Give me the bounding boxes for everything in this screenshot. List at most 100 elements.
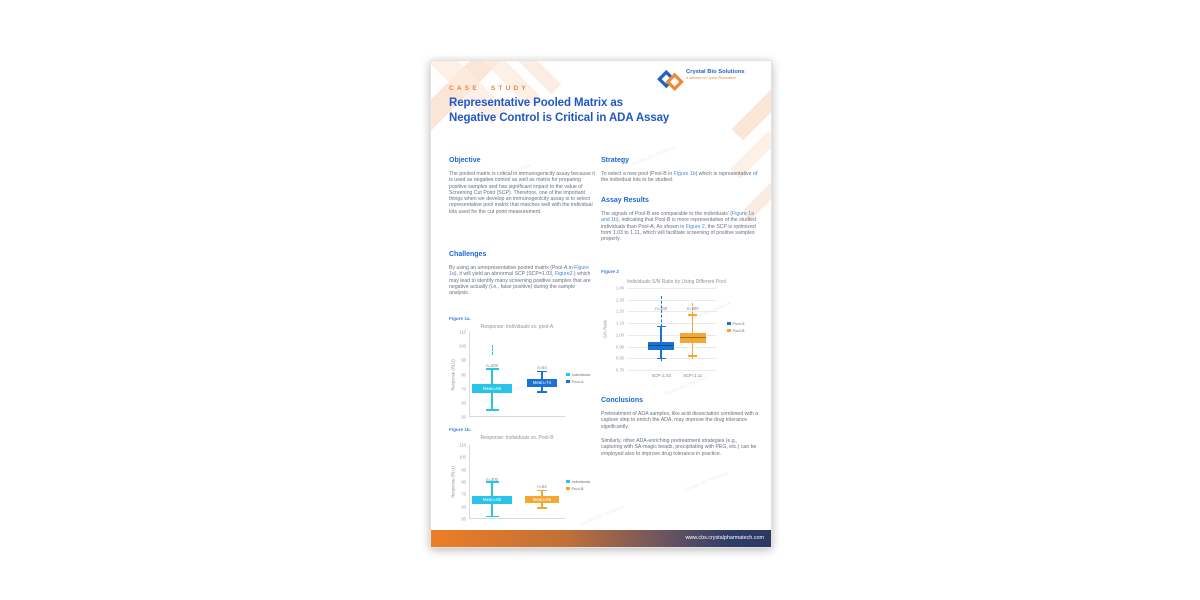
whisker-cap	[536, 507, 547, 509]
gridline	[627, 323, 717, 325]
y-tick-label: 0.90	[615, 344, 624, 350]
n-label: n=300	[486, 362, 498, 368]
y-tick-label: 80	[461, 479, 466, 485]
figure-link[interactable]: Figure 1b	[673, 171, 696, 177]
figure-link[interactable]: Figure2.	[554, 271, 574, 278]
y-tick-label: 60	[461, 504, 466, 510]
legend-item: Pool-A	[727, 321, 745, 326]
y-tick-label: 100	[459, 343, 466, 349]
y-tick-label: 70	[461, 491, 466, 497]
legend-marker	[566, 379, 570, 384]
heading-strategy: Strategy	[601, 157, 630, 164]
y-tick-label: 50	[461, 516, 466, 522]
chart-title: Response: Individuals vs. pool-A	[480, 324, 554, 330]
legend: Pool-A Pool-B	[727, 321, 745, 335]
figure-link[interactable]: Figure 2	[685, 223, 705, 230]
gridline	[627, 288, 717, 289]
watermark-text: Crystal Bio Solutions	[631, 144, 677, 168]
heading-assay-results: Assay Results	[601, 197, 649, 204]
text-segment: , the SCP is optimized from 1.03 to 1.11…	[601, 223, 756, 243]
y-tick-label: 1.30	[615, 297, 624, 303]
median-line	[648, 344, 675, 346]
legend-item: Pool-B	[727, 328, 745, 333]
watermark-text: Crystal Bio Solutions	[683, 470, 729, 494]
y-tick-label: 1.00	[615, 332, 624, 338]
outlier-range	[660, 358, 662, 362]
y-tick-label: 100	[459, 454, 466, 460]
logo-diamonds-icon	[657, 69, 684, 92]
figure-1a-label: Figure 1a.	[449, 316, 471, 321]
gridline	[627, 370, 717, 371]
x-tick-label: SCP=1.03	[651, 373, 671, 378]
legend-item: Individuals	[566, 372, 590, 377]
case-study-page: Crystal Bio Solutions Crystal Bio Soluti…	[430, 60, 772, 548]
conclusions-paragraph-1: Pretreatment of ADA samples, like acid d…	[601, 411, 759, 430]
chart-title: Individuals S/N Ratio by Using Different…	[627, 279, 726, 285]
mean-label: Mean=69	[483, 385, 502, 391]
y-tick-label: 90	[461, 467, 466, 473]
whisker-cap	[485, 409, 499, 411]
page-title-line2: Negative Control is Critical in ADA Assa…	[449, 112, 670, 124]
outlier-range	[660, 296, 662, 327]
plot-area	[469, 332, 565, 417]
outlier-range	[692, 355, 694, 360]
box	[679, 332, 706, 344]
y-tick-label: 110	[459, 329, 466, 335]
whisker-cap	[536, 370, 547, 373]
figure-link[interactable]: Figure 1a	[449, 265, 589, 278]
whisker-cap	[536, 489, 547, 492]
legend-marker	[566, 372, 570, 377]
box	[524, 495, 559, 503]
plot-area	[469, 445, 565, 519]
legend-marker	[566, 479, 570, 484]
text-segment: The signals of Pool-B are comparable to …	[601, 211, 733, 217]
logo-company-name: Crystal Bio Solutions	[686, 69, 745, 75]
legend-item: Pool-B	[566, 486, 590, 491]
objective-body: The pooled matrix is critical in immunog…	[449, 171, 595, 215]
chart-figure-2: Individuals S/N Ratio by Using Different…	[601, 279, 759, 391]
heading-objective: Objective	[449, 157, 481, 164]
assay-results-body: The signals of Pool-B are comparable to …	[601, 211, 759, 242]
y-tick-label: 0.80	[615, 355, 624, 361]
text-segment: ), indicating that Pool-B is more repres…	[601, 217, 756, 230]
legend-label: Pool-A	[732, 321, 745, 326]
y-tick-label: 70	[461, 386, 466, 392]
gridline	[627, 358, 717, 360]
logo-tagline: A Member of Crystal Pharmatech	[686, 76, 736, 80]
n-label: n=54	[537, 364, 547, 370]
figure-link[interactable]: Figure 1a and 1b	[601, 211, 754, 224]
box	[472, 384, 513, 393]
y-tick-label: 1.20	[615, 308, 624, 314]
mean-label: Mean=65	[483, 497, 502, 503]
legend-label: Individuals	[571, 479, 591, 484]
y-tick-label: 90	[461, 357, 466, 363]
chart-figure-1a: Response: Individuals vs. pool-A Response…	[449, 324, 601, 424]
outlier-range	[491, 344, 493, 355]
n-label: n=300	[486, 477, 498, 483]
legend: Individuals Pool-B	[566, 479, 590, 493]
figure-2-label: Figure 2	[601, 269, 619, 274]
gridline	[627, 334, 717, 336]
whisker-cap	[688, 314, 698, 316]
footer-url[interactable]: www.cbs.crystalpharmatech.com	[685, 535, 765, 541]
page-title-line1: Representative Pooled Matrix as	[449, 97, 623, 109]
legend: Individuals Pool-A	[566, 372, 590, 386]
mean-label: Mean=66	[532, 496, 551, 502]
y-tick-label: 110	[459, 442, 466, 448]
n-label: n=300	[655, 306, 668, 311]
whisker-cap	[485, 368, 499, 370]
legend-marker	[566, 486, 570, 491]
heading-conclusions: Conclusions	[601, 397, 644, 404]
mean-label: Mean=74	[532, 380, 551, 386]
box	[648, 342, 675, 351]
whisker-cap	[656, 325, 666, 328]
text-segment: ) which may lead to identify many screen…	[449, 271, 591, 297]
box	[472, 496, 513, 505]
outlier-range	[692, 303, 694, 315]
text-segment: By using an unrepresentative pooled matr…	[449, 265, 575, 271]
n-label: n=54	[537, 484, 547, 490]
chart-figure-1b: Response: Individuals vs. Pool-B Response…	[449, 435, 601, 527]
whisker-cap	[536, 391, 547, 393]
text-segment: ), it will yield an abnormal SCP (SCP=1.…	[454, 271, 555, 278]
legend-label: Pool-B	[571, 486, 584, 491]
